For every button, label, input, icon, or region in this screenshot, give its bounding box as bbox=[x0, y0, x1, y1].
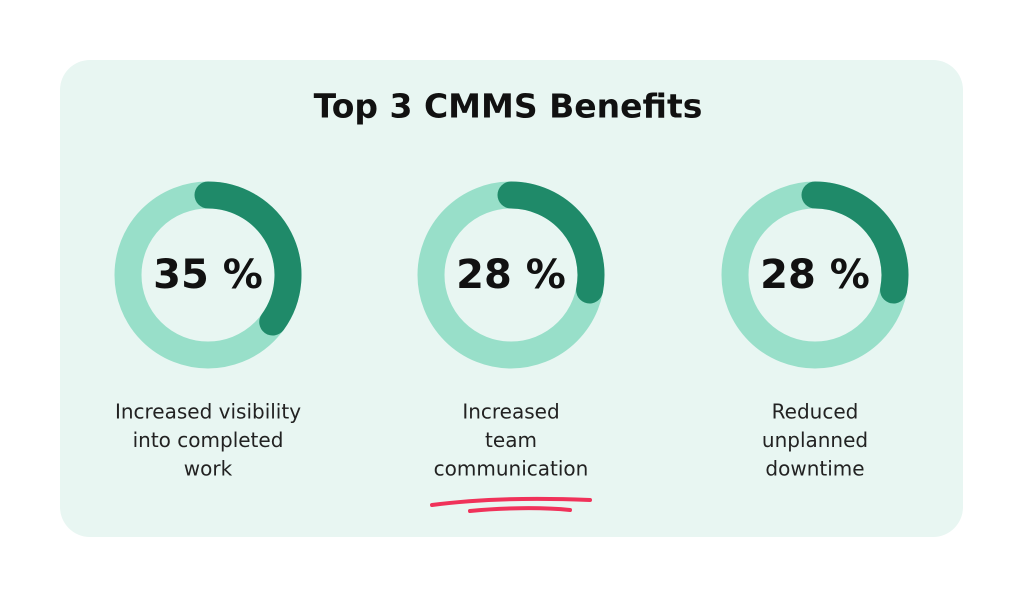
caption-line: downtime bbox=[765, 457, 864, 481]
donut-arc bbox=[497, 181, 605, 304]
panel bbox=[60, 60, 963, 537]
chart-title: Top 3 CMMS Benefits bbox=[314, 87, 703, 126]
donut-arc bbox=[801, 181, 909, 304]
caption-line: unplanned bbox=[762, 428, 868, 452]
underline-decoration bbox=[430, 496, 592, 513]
value-label: 35 % bbox=[153, 252, 263, 298]
value-label: 28 % bbox=[456, 252, 566, 298]
caption-line: communication bbox=[434, 457, 589, 481]
donut-arc bbox=[194, 181, 302, 336]
caption-line: Increased visibility bbox=[115, 400, 301, 424]
caption-line: work bbox=[184, 457, 233, 481]
caption-line: Reduced bbox=[772, 400, 859, 424]
caption-line: into completed bbox=[133, 428, 284, 452]
caption-line: Increased bbox=[462, 400, 559, 424]
caption-line: team bbox=[485, 428, 537, 452]
value-label: 28 % bbox=[760, 252, 870, 298]
